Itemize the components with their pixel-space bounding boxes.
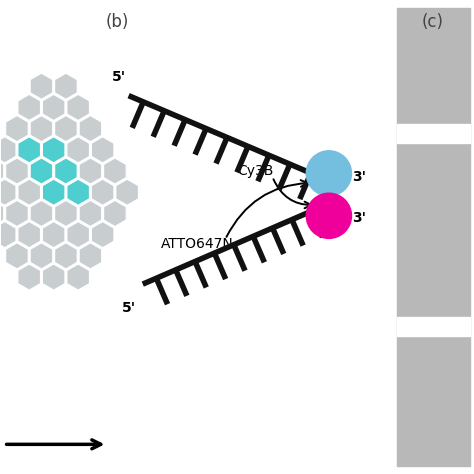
Text: 3': 3' xyxy=(353,170,366,184)
Text: 5': 5' xyxy=(112,70,126,84)
Bar xyxy=(397,124,470,143)
Polygon shape xyxy=(67,94,90,120)
Polygon shape xyxy=(6,243,28,269)
Polygon shape xyxy=(42,222,65,247)
Text: Cy3B: Cy3B xyxy=(237,164,274,178)
Polygon shape xyxy=(42,94,65,120)
Text: (b): (b) xyxy=(105,13,128,31)
Bar xyxy=(397,9,470,465)
Polygon shape xyxy=(42,179,65,205)
Polygon shape xyxy=(55,201,77,227)
Circle shape xyxy=(306,193,352,238)
Polygon shape xyxy=(18,94,40,120)
Polygon shape xyxy=(42,264,65,290)
Polygon shape xyxy=(0,179,16,205)
Polygon shape xyxy=(55,158,77,184)
Polygon shape xyxy=(30,116,53,142)
Polygon shape xyxy=(91,179,114,205)
Polygon shape xyxy=(30,201,53,227)
Polygon shape xyxy=(55,73,77,99)
Polygon shape xyxy=(6,116,28,142)
Polygon shape xyxy=(67,137,90,163)
Polygon shape xyxy=(30,243,53,269)
Polygon shape xyxy=(0,201,4,227)
Polygon shape xyxy=(91,222,114,247)
Polygon shape xyxy=(18,137,40,163)
Polygon shape xyxy=(30,158,53,184)
Polygon shape xyxy=(116,179,138,205)
Polygon shape xyxy=(55,116,77,142)
Polygon shape xyxy=(67,264,90,290)
Polygon shape xyxy=(0,222,16,247)
Polygon shape xyxy=(6,158,28,184)
Circle shape xyxy=(306,151,352,196)
Polygon shape xyxy=(67,179,90,205)
Polygon shape xyxy=(79,201,102,227)
Polygon shape xyxy=(79,158,102,184)
Polygon shape xyxy=(79,116,102,142)
Polygon shape xyxy=(0,137,16,163)
Polygon shape xyxy=(79,243,102,269)
Text: ATTO647N: ATTO647N xyxy=(161,237,233,251)
Text: 5': 5' xyxy=(121,301,136,315)
Polygon shape xyxy=(91,137,114,163)
Text: 3': 3' xyxy=(353,211,366,225)
Polygon shape xyxy=(104,201,126,227)
Polygon shape xyxy=(18,264,40,290)
Bar xyxy=(397,317,470,336)
Text: (c): (c) xyxy=(421,13,444,31)
Polygon shape xyxy=(6,201,28,227)
Polygon shape xyxy=(104,158,126,184)
Polygon shape xyxy=(42,137,65,163)
Polygon shape xyxy=(18,179,40,205)
Polygon shape xyxy=(0,158,4,184)
Polygon shape xyxy=(67,222,90,247)
Polygon shape xyxy=(55,243,77,269)
Polygon shape xyxy=(18,222,40,247)
Polygon shape xyxy=(30,73,53,99)
